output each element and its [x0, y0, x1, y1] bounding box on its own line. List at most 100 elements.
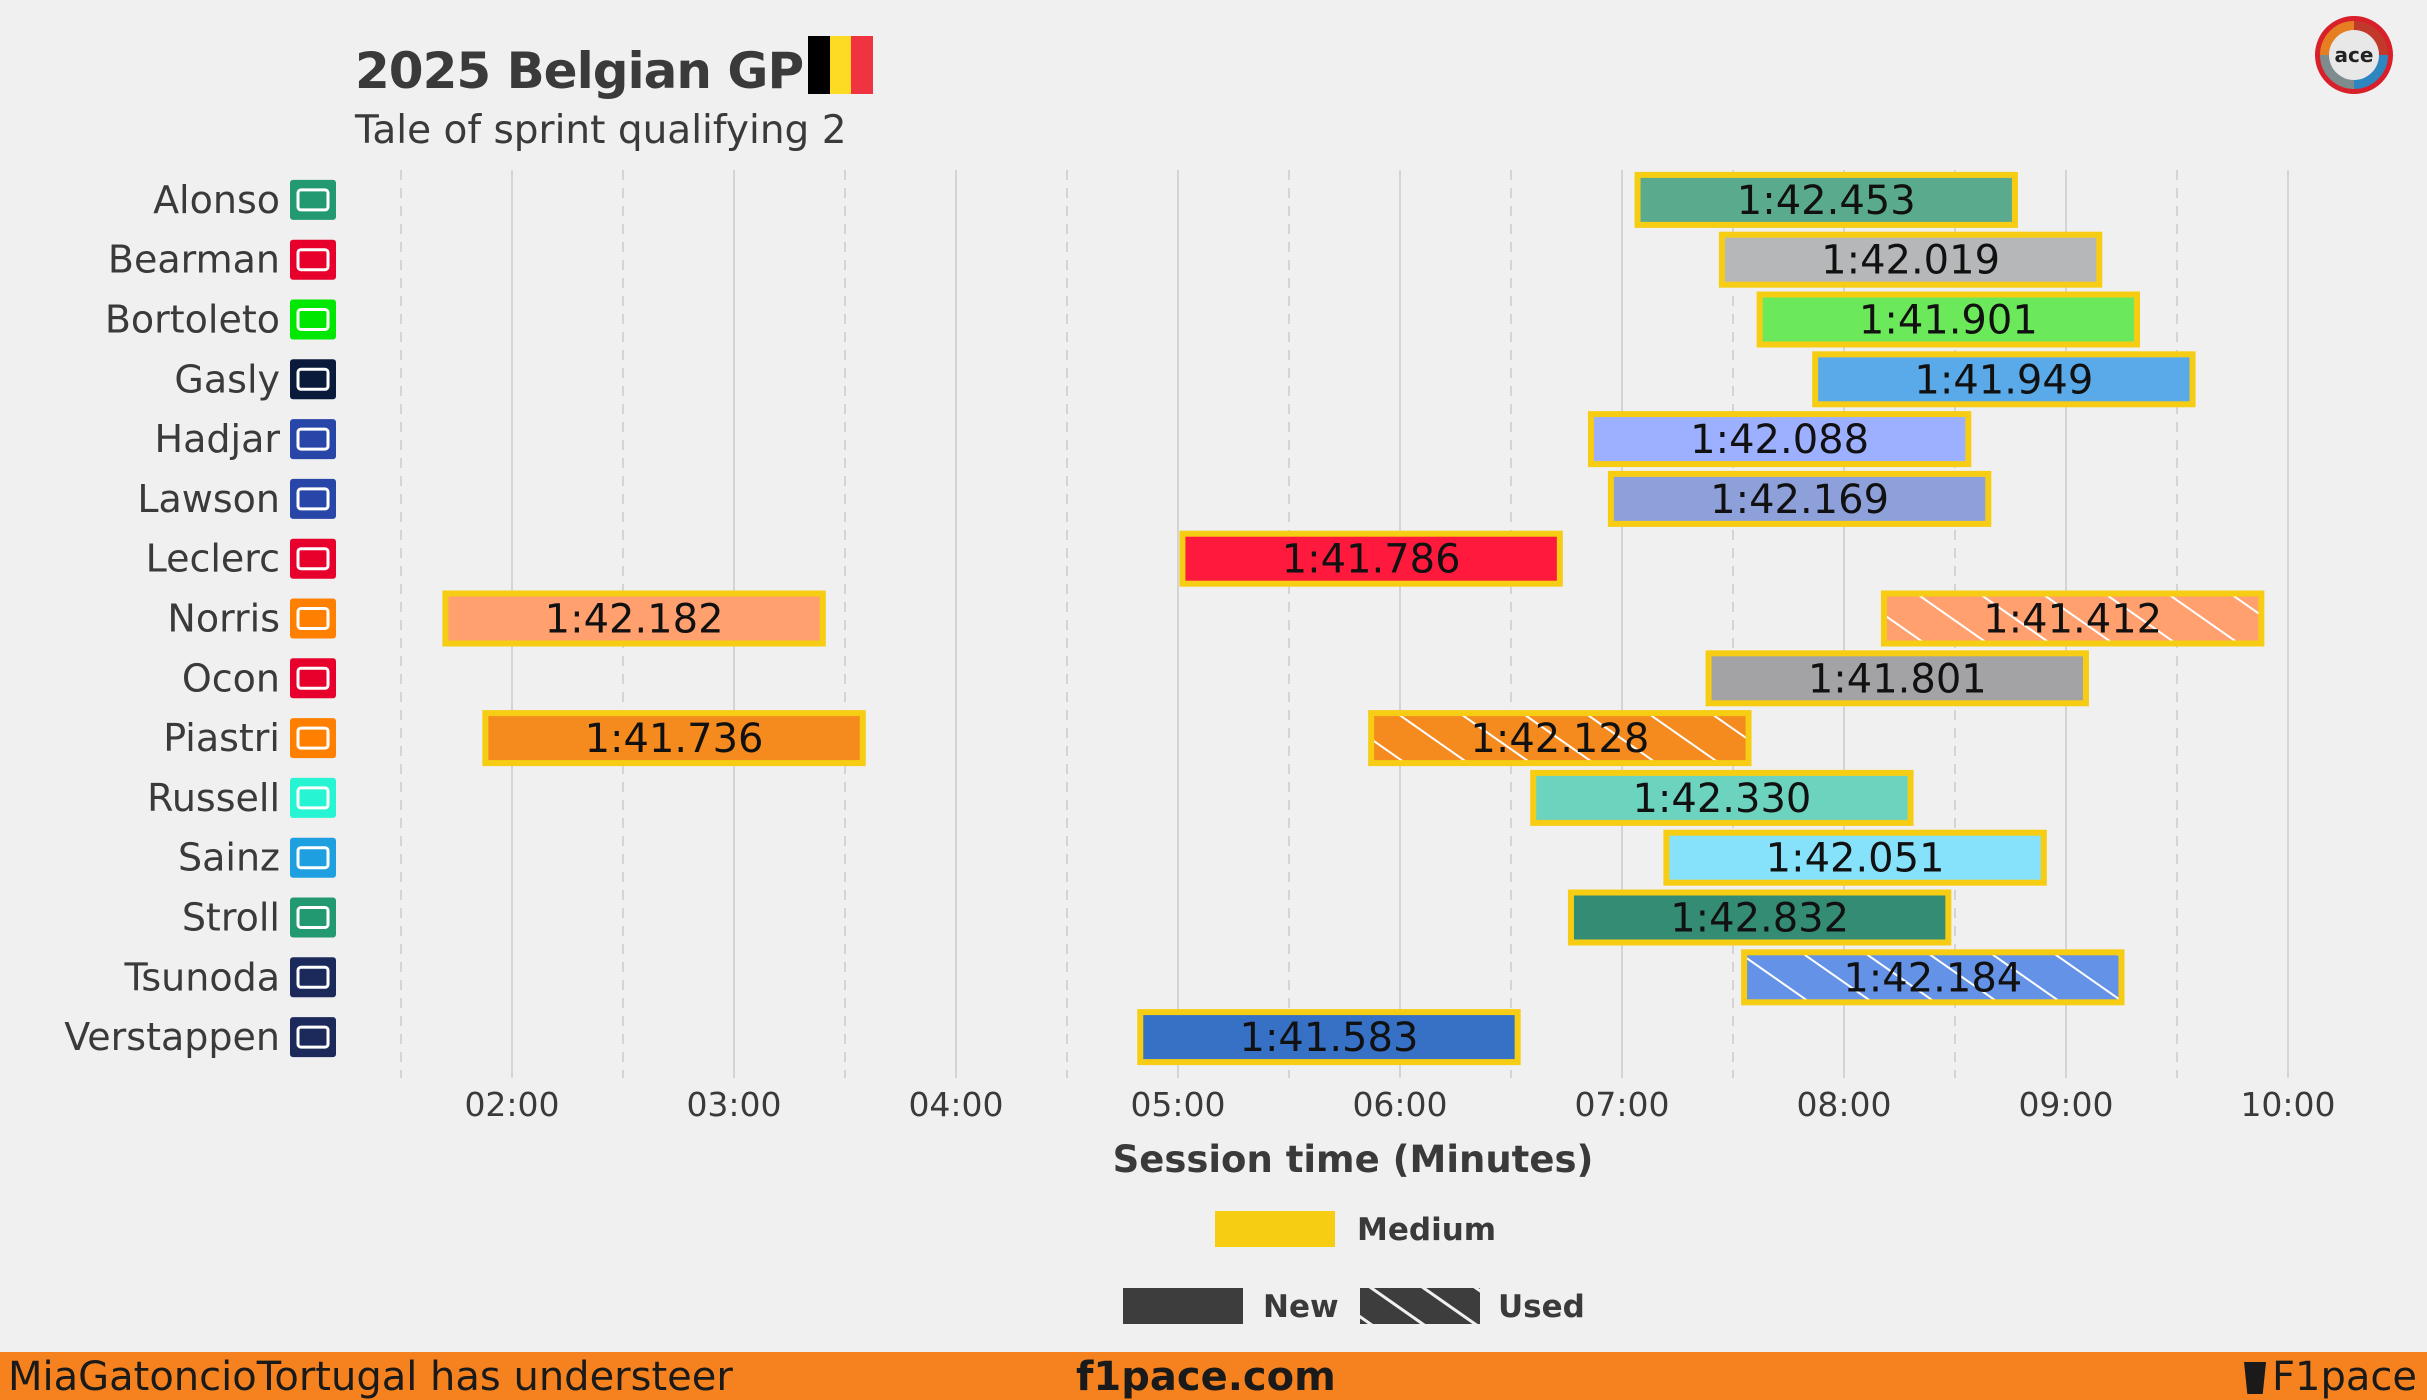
lap-time-label: 1:42.088 [1690, 417, 1869, 463]
aston-martin-icon [290, 897, 336, 938]
driver-label: Gasly [174, 357, 280, 401]
driver-label: Bortoleto [105, 298, 280, 342]
stint-bar-edge [1179, 530, 1563, 587]
driver-label: Tsunoda [123, 955, 280, 999]
stint-bar-edge [1368, 710, 1752, 767]
x-tick-label: 09:00 [2018, 1085, 2113, 1124]
footer-brand-label: F1pace [2272, 1354, 2417, 1400]
stint-bar-fill [1140, 1012, 1518, 1063]
stint-bar-edge [1663, 829, 2047, 886]
lap-time-label: 1:41.786 [1282, 537, 1461, 583]
lap-time-label: 1:41.583 [1240, 1015, 1419, 1061]
lap-time-label: 1:42.832 [1670, 896, 1849, 942]
driver-label: Bearman [108, 238, 280, 282]
stint-bar-edge [1756, 291, 2141, 348]
stint-bar: 1:42.051 [1663, 829, 2047, 886]
mclaren-icon [290, 598, 336, 639]
legend-label-new: New [1263, 1289, 1339, 1325]
stint-bar-fill [1721, 234, 2100, 285]
lap-time-label: 1:42.019 [1821, 238, 2000, 284]
cup-icon [2244, 1362, 2267, 1394]
footer-brand: F1pace [2244, 1354, 2417, 1400]
driver-labels: Alonso Bearman Bortoleto Gasly Hadjar Lawson L… [64, 178, 336, 1059]
stint-bar-edge [1741, 949, 2125, 1006]
stint-bar: 1:42.330 [1530, 769, 1914, 826]
stint-bar-fill [1182, 533, 1560, 584]
driver-label: Verstappen [64, 1015, 280, 1059]
stint-bar-fill [445, 593, 823, 644]
driver-label: Sainz [178, 836, 280, 880]
lap-time-label: 1:41.801 [1808, 656, 1987, 702]
page-title: 2025 Belgian GP [355, 42, 804, 100]
x-tick-label: 02:00 [464, 1085, 559, 1124]
lap-time-label: 1:42.182 [545, 597, 724, 643]
stint-bar-fill [1666, 832, 2044, 883]
lap-time-label: 1:42.184 [1843, 955, 2022, 1001]
haas-icon [290, 239, 336, 280]
session-chart: 02:00 03:00 04:00 05:00 06:00 07:00 08:00 09:00… [64, 170, 2336, 1325]
stint-bar-hatch [1744, 952, 2122, 1003]
driver-label: Leclerc [146, 537, 280, 581]
x-tick-label: 10:00 [2240, 1085, 2335, 1124]
red-bull-icon [290, 957, 336, 998]
x-tick-label: 03:00 [686, 1085, 781, 1124]
stint-bar: 1:42.453 [1634, 171, 2018, 228]
ferrari-icon [290, 538, 336, 579]
stint-bar-edge [1607, 470, 1992, 527]
stint-bar: 1:42.182 [442, 590, 826, 647]
stint-bar-edge [1718, 231, 2103, 288]
stint-bar-fill [1759, 294, 2138, 345]
driver-label: Norris [167, 597, 280, 641]
lap-time-label: 1:42.330 [1632, 776, 1811, 822]
stint-bar: 1:41.801 [1705, 650, 2089, 707]
stint-bar-fill [1590, 414, 1969, 465]
stint-bar-fill [1815, 354, 2193, 405]
alpine-icon [290, 359, 336, 400]
williams-icon [290, 837, 336, 878]
footer-credit: MiaGatoncioTortugal has understeer [8, 1354, 733, 1400]
lap-time-label: 1:42.169 [1710, 477, 1889, 523]
logo-text: ace [2329, 30, 2379, 80]
mercedes-icon [290, 777, 336, 818]
stint-bar: 1:41.901 [1756, 291, 2141, 348]
driver-label: Ocon [182, 656, 280, 700]
red-bull-icon [290, 1017, 336, 1058]
stint-bar-edge [482, 710, 866, 767]
sauber-icon [290, 299, 336, 340]
stint-bar-fill [1610, 473, 1989, 524]
belgium-flag-icon [808, 36, 874, 94]
driver-label: Alonso [153, 178, 280, 222]
racing-bulls-icon [290, 419, 336, 460]
x-tick-label: 07:00 [1574, 1085, 1669, 1124]
stint-bar-fill [1570, 892, 1949, 943]
stint-bar: 1:41.736 [482, 710, 866, 767]
stint-bar-hatch [1371, 713, 1749, 764]
driver-label: Piastri [163, 716, 280, 760]
lap-time-label: 1:42.051 [1766, 836, 1945, 882]
stint-bar-fill [485, 713, 863, 764]
stint-bars: 1:42.453 1:42.019 1:41.901 1:41.949 1:42.088… [442, 171, 2265, 1066]
legend-swatch-used [1360, 1288, 1480, 1324]
stint-bar: 1:42.088 [1587, 411, 1972, 468]
stint-bar-edge [1530, 769, 1914, 826]
f1pace-logo-icon: ace [2315, 16, 2393, 94]
driver-label: Hadjar [155, 417, 281, 461]
legend-swatch-medium [1215, 1211, 1335, 1247]
footer-website-link[interactable]: f1pace.com [1076, 1354, 1336, 1400]
stint-bar-edge [1137, 1009, 1521, 1066]
stint-bar: 1:41.583 [1137, 1009, 1521, 1066]
racing-bulls-icon [290, 478, 336, 519]
stint-bar-edge [1567, 889, 1952, 946]
legend-label-used: Used [1498, 1289, 1585, 1325]
stint-bar: 1:42.184 [1741, 949, 2125, 1006]
stint-bar-edge [1705, 650, 2089, 707]
stint-bar-hatch [1883, 593, 2262, 644]
stint-bar-edge [1634, 171, 2018, 228]
stint-bar-edge [442, 590, 826, 647]
stint-bar-edge [1880, 590, 2265, 647]
x-tick-label: 04:00 [908, 1085, 1003, 1124]
legend-swatch-new [1123, 1288, 1243, 1324]
driver-label: Russell [147, 776, 280, 820]
stint-bar-fill [1708, 653, 2086, 704]
stint-bar: 1:41.786 [1179, 530, 1563, 587]
